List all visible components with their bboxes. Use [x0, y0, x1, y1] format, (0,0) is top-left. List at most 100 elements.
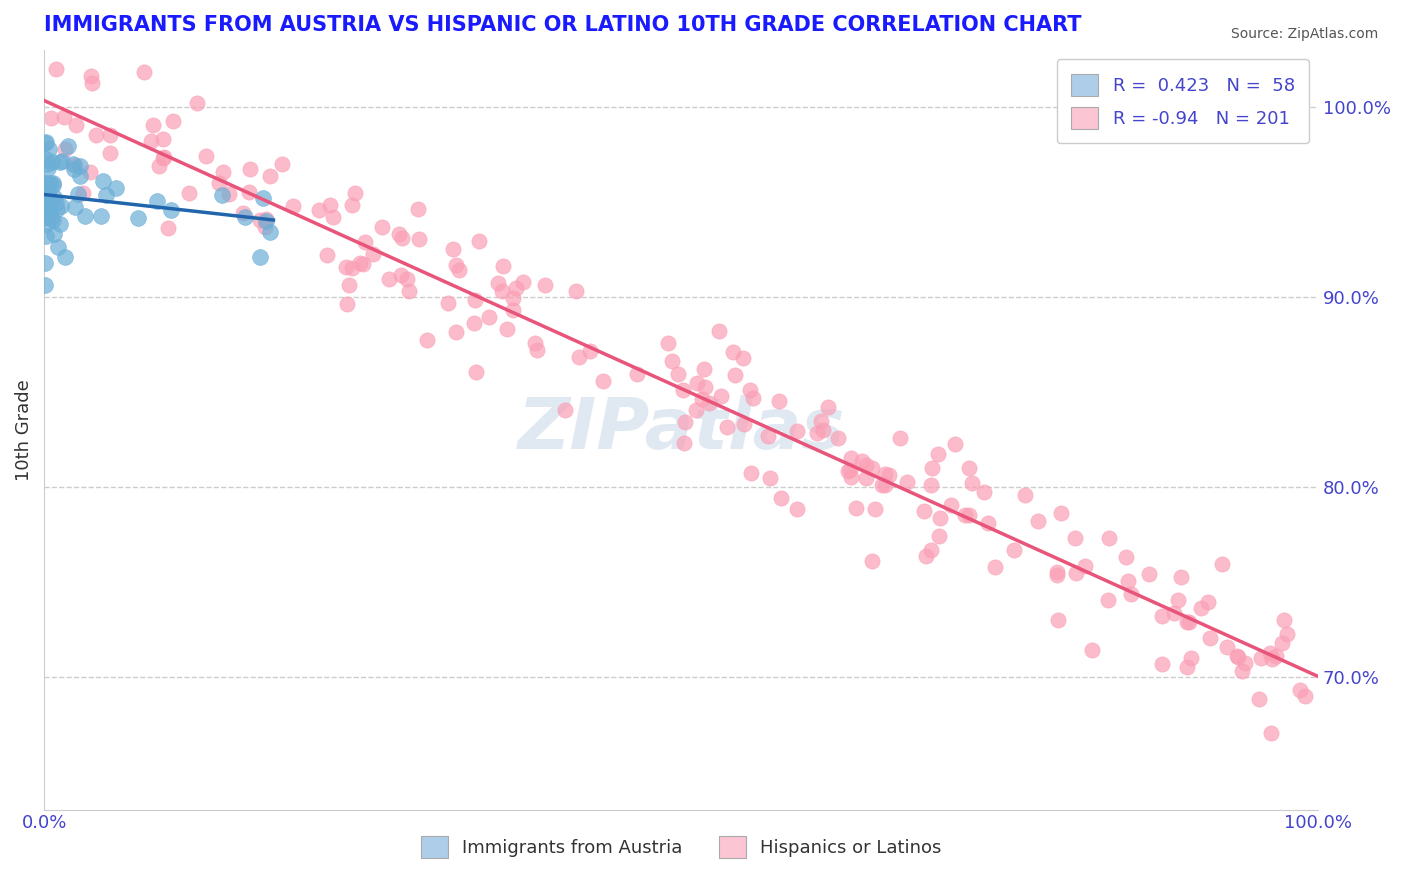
Point — [707, 324, 730, 338]
Point — [308, 203, 330, 218]
Point — [875, 467, 897, 482]
Point — [492, 259, 515, 273]
Point — [51, 154, 73, 169]
Point — [1137, 566, 1160, 581]
Text: IMMIGRANTS FROM AUSTRIA VS HISPANIC OR LATINO 10TH GRADE CORRELATION CHART: IMMIGRANTS FROM AUSTRIA VS HISPANIC OR L… — [44, 15, 1081, 35]
Point — [38, 142, 60, 156]
Point — [378, 272, 401, 286]
Point — [920, 478, 942, 492]
Point — [160, 203, 183, 218]
Point — [661, 354, 683, 368]
Point — [1150, 657, 1173, 671]
Point — [759, 471, 782, 485]
Point — [1258, 646, 1281, 660]
Point — [35, 176, 58, 190]
Point — [389, 268, 412, 282]
Point — [45, 62, 67, 77]
Point — [1064, 566, 1087, 581]
Point — [1064, 531, 1087, 545]
Point — [343, 186, 366, 201]
Point — [1249, 692, 1271, 706]
Text: Source: ZipAtlas.com: Source: ZipAtlas.com — [1230, 27, 1378, 41]
Point — [316, 248, 339, 262]
Point — [342, 198, 364, 212]
Point — [39, 191, 62, 205]
Point — [354, 235, 377, 249]
Point — [941, 498, 963, 512]
Point — [657, 335, 679, 350]
Point — [319, 198, 342, 212]
Point — [349, 256, 371, 270]
Point — [1118, 574, 1140, 588]
Point — [578, 344, 600, 359]
Point — [813, 423, 835, 437]
Point — [534, 277, 557, 292]
Point — [406, 202, 429, 217]
Point — [91, 174, 114, 188]
Point — [34, 211, 56, 226]
Point — [45, 202, 67, 216]
Point — [69, 159, 91, 173]
Point — [860, 554, 883, 568]
Point — [259, 225, 281, 239]
Point — [233, 211, 256, 225]
Point — [672, 383, 695, 397]
Point — [512, 275, 534, 289]
Point — [162, 114, 184, 128]
Point — [1046, 565, 1069, 579]
Point — [42, 213, 65, 227]
Point — [56, 139, 79, 153]
Point — [1272, 613, 1295, 627]
Point — [879, 467, 901, 482]
Point — [673, 436, 696, 450]
Point — [35, 217, 58, 231]
Point — [67, 187, 90, 202]
Point — [1261, 652, 1284, 666]
Point — [98, 145, 121, 160]
Point — [94, 188, 117, 202]
Point — [786, 502, 808, 516]
Point — [943, 437, 966, 451]
Point — [1178, 615, 1201, 629]
Point — [52, 110, 75, 124]
Point — [666, 367, 689, 381]
Point — [1271, 636, 1294, 650]
Point — [769, 491, 792, 506]
Point — [1097, 592, 1119, 607]
Point — [84, 128, 107, 142]
Point — [249, 212, 271, 227]
Point — [673, 416, 696, 430]
Point — [42, 227, 65, 241]
Point — [232, 206, 254, 220]
Point — [1226, 648, 1249, 663]
Point — [927, 447, 949, 461]
Point — [42, 177, 65, 191]
Point — [733, 351, 755, 365]
Point — [398, 285, 420, 299]
Point — [920, 543, 942, 558]
Point — [699, 396, 721, 410]
Point — [34, 229, 56, 244]
Point — [565, 285, 588, 299]
Point — [1081, 643, 1104, 657]
Point — [322, 211, 344, 225]
Point — [957, 460, 980, 475]
Point — [38, 193, 60, 207]
Point — [855, 458, 877, 473]
Point — [523, 335, 546, 350]
Point — [928, 528, 950, 542]
Point — [1198, 631, 1220, 645]
Point — [90, 209, 112, 223]
Point — [724, 368, 747, 383]
Text: ZIPatlas: ZIPatlas — [517, 395, 845, 465]
Point — [336, 297, 359, 311]
Point — [1211, 557, 1233, 571]
Point — [37, 194, 59, 209]
Point — [889, 431, 911, 445]
Point — [208, 176, 231, 190]
Point — [526, 343, 548, 358]
Point — [352, 257, 374, 271]
Point — [845, 500, 868, 515]
Point — [786, 425, 808, 439]
Point — [716, 420, 738, 434]
